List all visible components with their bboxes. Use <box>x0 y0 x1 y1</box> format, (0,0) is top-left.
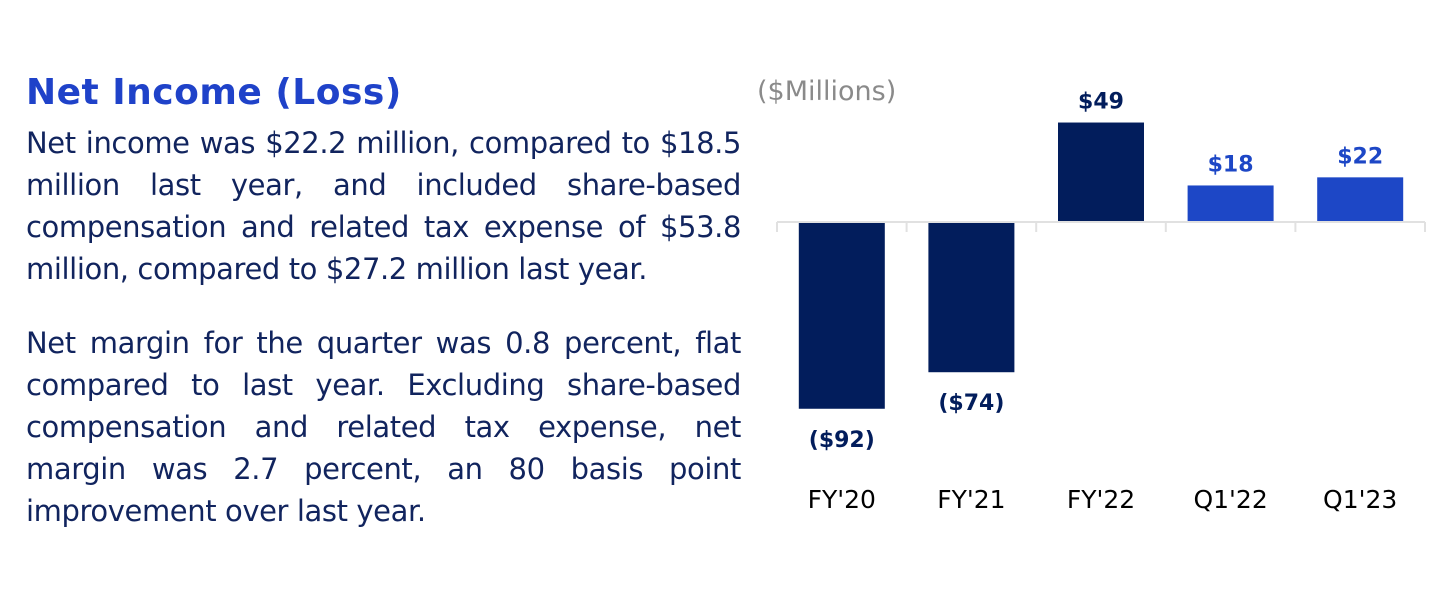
net-income-chart: ($Millions) ($92) FY'20 ($74) FY'21 $49 FY'22 $… <box>745 60 1445 530</box>
section-title: Net Income (Loss) <box>26 72 402 113</box>
data-label-2: $49 <box>1078 90 1124 115</box>
paragraph-net-margin: Net margin for the quarter was 0.8 perce… <box>26 326 741 528</box>
x-tick-label-1: FY'21 <box>937 485 1005 514</box>
bar-4 <box>1317 177 1404 222</box>
data-label-3: $18 <box>1208 152 1254 177</box>
text-panel: Net Income (Loss) Net income was $22.2 m… <box>26 64 741 532</box>
data-label-0: ($92) <box>809 428 875 453</box>
x-tick-label-2: FY'22 <box>1067 485 1135 514</box>
x-tick-label-4: Q1'23 <box>1323 485 1397 514</box>
x-tick-label-0: FY'20 <box>808 485 876 514</box>
bar-0 <box>798 222 885 409</box>
paragraph-net-income: Net income was $22.2 million, compared t… <box>26 126 741 286</box>
bar-chart-svg: ($Millions) ($92) FY'20 ($74) FY'21 $49 FY'22 $… <box>757 76 1426 514</box>
bar-1 <box>928 222 1015 373</box>
data-label-1: ($74) <box>938 391 1004 416</box>
x-tick-label-3: Q1'22 <box>1193 485 1267 514</box>
bar-2 <box>1058 122 1144 222</box>
bar-3 <box>1187 185 1274 222</box>
y-axis-unit-label: ($Millions) <box>757 76 896 107</box>
data-label-4: $22 <box>1337 144 1383 169</box>
